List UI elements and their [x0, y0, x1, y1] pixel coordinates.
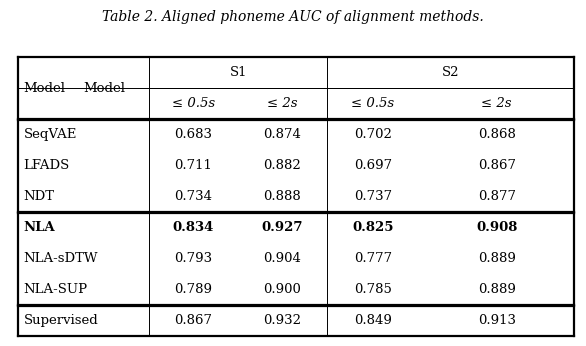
- Text: 0.777: 0.777: [354, 252, 392, 265]
- Text: 0.785: 0.785: [354, 283, 392, 296]
- Text: ≤ 2s: ≤ 2s: [267, 97, 298, 110]
- Text: 0.867: 0.867: [175, 313, 212, 327]
- Text: Table 2. Aligned phoneme AUC of alignment methods.: Table 2. Aligned phoneme AUC of alignmen…: [102, 10, 484, 24]
- Text: 0.874: 0.874: [263, 128, 301, 141]
- Text: NLA-sDTW: NLA-sDTW: [23, 252, 98, 265]
- Text: 0.888: 0.888: [263, 190, 301, 203]
- Text: S1: S1: [230, 66, 247, 79]
- Text: 0.825: 0.825: [352, 221, 394, 234]
- Text: 0.734: 0.734: [175, 190, 212, 203]
- Text: 0.900: 0.900: [263, 283, 301, 296]
- Text: 0.913: 0.913: [478, 313, 516, 327]
- Text: Supervised: Supervised: [23, 313, 98, 327]
- Text: ≤ 0.5s: ≤ 0.5s: [172, 97, 215, 110]
- Text: NDT: NDT: [23, 190, 54, 203]
- Text: 0.849: 0.849: [354, 313, 392, 327]
- Text: 0.737: 0.737: [354, 190, 392, 203]
- Text: 0.889: 0.889: [478, 252, 516, 265]
- Text: 0.868: 0.868: [478, 128, 516, 141]
- Text: NLA-SUP: NLA-SUP: [23, 283, 87, 296]
- Text: 0.889: 0.889: [478, 283, 516, 296]
- Text: NLA: NLA: [23, 221, 55, 234]
- Text: 0.867: 0.867: [478, 159, 516, 172]
- Text: 0.877: 0.877: [478, 190, 516, 203]
- Text: 0.834: 0.834: [173, 221, 214, 234]
- Text: 0.697: 0.697: [354, 159, 392, 172]
- Text: S2: S2: [442, 66, 459, 79]
- Text: SeqVAE: SeqVAE: [23, 128, 77, 141]
- Text: 0.927: 0.927: [261, 221, 303, 234]
- Text: LFADS: LFADS: [23, 159, 70, 172]
- Text: 0.882: 0.882: [263, 159, 301, 172]
- Text: 0.932: 0.932: [263, 313, 301, 327]
- Text: 0.702: 0.702: [354, 128, 392, 141]
- Text: 0.908: 0.908: [476, 221, 517, 234]
- Text: Model: Model: [84, 82, 125, 94]
- Text: 0.793: 0.793: [174, 252, 213, 265]
- Text: ≤ 0.5s: ≤ 0.5s: [352, 97, 394, 110]
- Text: 0.789: 0.789: [175, 283, 212, 296]
- Text: 0.904: 0.904: [263, 252, 301, 265]
- Text: ≤ 2s: ≤ 2s: [481, 97, 512, 110]
- Text: 0.711: 0.711: [175, 159, 212, 172]
- Text: 0.683: 0.683: [175, 128, 212, 141]
- Text: Model: Model: [23, 82, 66, 94]
